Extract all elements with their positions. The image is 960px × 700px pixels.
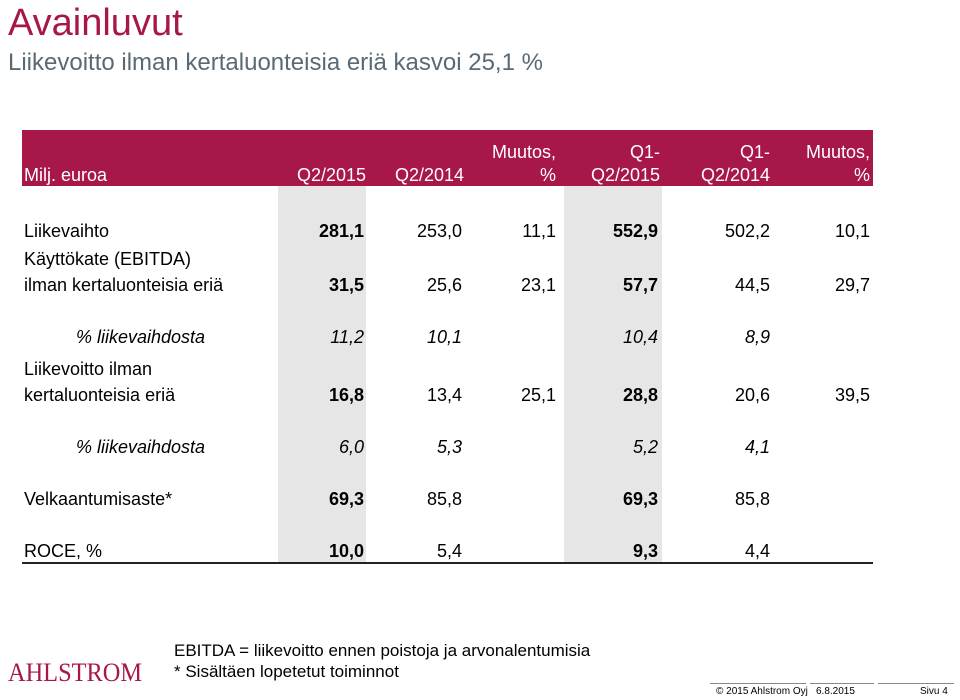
row-label: ROCE, % <box>24 541 103 561</box>
footer-date: 6.8.2015 <box>816 686 855 697</box>
page-title: Avainluvut <box>8 2 183 44</box>
cell-q1q2-2015: 5,2 <box>632 437 658 457</box>
row-label-line1: Liikevoitto ilman <box>24 359 153 379</box>
header-q1q2-2015-line1: Q1- <box>629 142 660 162</box>
cell-q1q2-2015: 9,3 <box>632 541 658 561</box>
row-label-line2: kertaluonteisia eriä <box>24 385 176 405</box>
header-label-unit: Milj. euroa <box>24 165 108 185</box>
cell-q1q2-2014: 4,1 <box>744 437 770 457</box>
row-label: % liikevaihdosta <box>76 327 206 347</box>
cell-q1q2-2014: 502,2 <box>724 221 770 241</box>
cell-q1q2-2014: 8,9 <box>744 327 770 347</box>
cell-q1q2-2015: 552,9 <box>612 221 658 241</box>
cell-q2-2014: 85,8 <box>426 489 462 509</box>
row-label-line2: ilman kertaluonteisia eriä <box>24 275 224 295</box>
cell-q1q2-2015: 28,8 <box>622 385 658 405</box>
cell-change-1: 23,1 <box>520 275 556 295</box>
cell-q1q2-2014: 44,5 <box>734 275 770 295</box>
cell-change-2: 10,1 <box>834 221 870 241</box>
cell-q2-2015: 281,1 <box>318 221 364 241</box>
row-label: Liikevaihto <box>24 221 110 241</box>
cell-q2-2015: 31,5 <box>328 275 364 295</box>
cell-change-2: 29,7 <box>834 275 870 295</box>
cell-q2-2014: 25,6 <box>426 275 462 295</box>
cell-q1q2-2014: 85,8 <box>734 489 770 509</box>
cell-q1q2-2015: 57,7 <box>622 275 658 295</box>
table-bottom-rule <box>22 562 873 564</box>
header-change-1-line1: Muutos, <box>491 142 556 162</box>
footer-page-number: Sivu 4 <box>920 686 948 697</box>
footnote-ebitda: EBITDA = liikevoitto ennen poistoja ja a… <box>174 641 591 660</box>
footer-copyright: © 2015 Ahlstrom Oyj <box>716 686 808 697</box>
footer-rule-right <box>878 683 954 684</box>
cell-q1q2-2014: 4,4 <box>744 541 770 561</box>
cell-q2-2015: 10,0 <box>328 541 364 561</box>
header-q1q2-2014-line2: Q2/2014 <box>700 165 770 185</box>
footer-rule-left <box>710 683 806 684</box>
row-label: % liikevaihdosta <box>76 437 206 457</box>
cell-q1q2-2015: 10,4 <box>622 327 658 347</box>
header-q1q2-2015-line2: Q2/2015 <box>590 165 660 185</box>
cell-q2-2014: 253,0 <box>416 221 462 241</box>
cell-q2-2014: 13,4 <box>426 385 462 405</box>
cell-q1q2-2014: 20,6 <box>734 385 770 405</box>
cell-q2-2015: 6,0 <box>338 437 364 457</box>
row-label: Velkaantumisaste* <box>24 489 173 509</box>
table-header-band <box>22 130 873 186</box>
cell-change-1: 25,1 <box>520 385 556 405</box>
cell-change-1: 11,1 <box>522 221 556 241</box>
ahlstrom-logo-text: AHLSTROM <box>8 658 142 687</box>
shaded-column-q1q2-2015 <box>564 186 662 562</box>
cell-q2-2015: 16,8 <box>328 385 364 405</box>
cell-q2-2014: 5,3 <box>436 437 462 457</box>
shaded-column-q2-2015 <box>278 186 366 562</box>
cell-change-2: 39,5 <box>834 385 870 405</box>
header-change-2-line2: % <box>853 165 870 185</box>
cell-q2-2014: 10,1 <box>426 327 462 347</box>
header-q2-2014: Q2/2014 <box>394 165 464 185</box>
ahlstrom-logo: AHLSTROM <box>8 658 142 687</box>
cell-q2-2015: 69,3 <box>328 489 364 509</box>
header-change-1-line2: % <box>539 165 556 185</box>
cell-q1q2-2015: 69,3 <box>622 489 658 509</box>
row-label-line1: Käyttökate (EBITDA) <box>24 249 192 269</box>
header-q1q2-2014-line1: Q1- <box>739 142 770 162</box>
footer-rule-mid <box>810 683 874 684</box>
footnote-discontinued: * Sisältäen lopetetut toiminnot <box>174 662 399 681</box>
cell-q2-2014: 5,4 <box>436 541 462 561</box>
header-change-2-line1: Muutos, <box>805 142 870 162</box>
header-q2-2015: Q2/2015 <box>296 165 366 185</box>
page-subtitle: Liikevoitto ilman kertaluonteisia eriä k… <box>8 49 543 76</box>
cell-q2-2015: 11,2 <box>330 327 364 347</box>
